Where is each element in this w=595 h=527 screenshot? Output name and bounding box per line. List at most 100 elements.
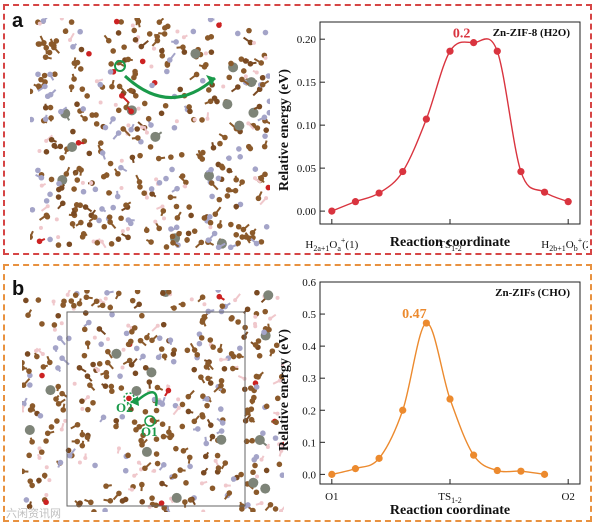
atom xyxy=(48,424,55,430)
atom xyxy=(111,348,122,359)
atom xyxy=(125,217,132,223)
atom xyxy=(82,116,88,122)
atom xyxy=(211,95,218,101)
atom xyxy=(126,395,132,402)
atom xyxy=(47,191,53,198)
atom xyxy=(83,294,90,301)
atom xyxy=(258,60,265,66)
atom xyxy=(178,151,185,158)
atom xyxy=(171,492,182,503)
atom xyxy=(129,297,136,304)
atom xyxy=(160,433,167,440)
atom xyxy=(195,426,201,432)
atom xyxy=(109,311,115,318)
atom xyxy=(160,204,165,209)
atom xyxy=(142,408,149,415)
atom xyxy=(42,116,49,122)
atom xyxy=(126,323,131,328)
atom xyxy=(212,211,219,217)
atom xyxy=(166,429,172,435)
atom xyxy=(37,412,44,419)
atom xyxy=(44,138,49,143)
atom xyxy=(96,217,102,224)
o2-site-marker xyxy=(123,392,135,404)
watermark-text: 六闲资讯网 xyxy=(6,507,61,520)
y-tick-label: 0.4 xyxy=(302,341,316,353)
atom xyxy=(107,160,114,167)
atom xyxy=(118,215,124,222)
atom xyxy=(36,41,43,47)
atom xyxy=(102,124,109,131)
atom xyxy=(158,500,165,506)
data-point xyxy=(328,207,336,215)
atom xyxy=(166,384,171,389)
atom xyxy=(149,495,155,501)
atom xyxy=(107,69,114,75)
atom xyxy=(210,344,216,350)
atom xyxy=(22,401,27,407)
atom xyxy=(57,143,64,150)
atom xyxy=(228,316,235,322)
atom xyxy=(125,452,131,459)
y-tick-label: 0.2 xyxy=(302,405,316,417)
atom xyxy=(141,100,148,107)
atom xyxy=(23,497,30,503)
atom xyxy=(256,103,263,110)
atom xyxy=(105,37,112,44)
atom xyxy=(261,114,268,121)
data-point xyxy=(540,188,549,196)
atom xyxy=(59,390,65,397)
data-point xyxy=(399,167,407,176)
atom xyxy=(88,499,94,506)
atom xyxy=(37,455,42,460)
atom xyxy=(110,48,116,54)
y-tick-label: 0.3 xyxy=(302,373,316,385)
atom xyxy=(248,477,259,488)
atom xyxy=(187,497,194,503)
y-tick-label: 0.0 xyxy=(302,469,316,481)
atom xyxy=(228,60,234,67)
atom xyxy=(179,401,186,408)
atom xyxy=(84,93,90,99)
atom xyxy=(125,56,131,63)
atom xyxy=(25,312,31,319)
atom xyxy=(35,167,41,174)
atom xyxy=(229,365,236,372)
atom xyxy=(163,244,170,250)
atom xyxy=(145,115,152,122)
atom xyxy=(164,62,171,68)
atom xyxy=(246,77,257,88)
atom xyxy=(98,100,103,105)
atom xyxy=(79,234,86,240)
atom xyxy=(102,507,108,512)
atom xyxy=(59,321,64,326)
atom xyxy=(142,465,148,472)
atom xyxy=(55,312,62,319)
atom xyxy=(120,126,127,132)
atom xyxy=(89,181,94,186)
atom xyxy=(126,357,133,364)
atom xyxy=(238,471,244,478)
atom xyxy=(109,83,115,90)
structure-image-a xyxy=(30,18,270,250)
atom xyxy=(199,481,204,486)
atom xyxy=(161,353,168,359)
atom xyxy=(182,499,188,505)
y-axis-title: Relative energy (eV) xyxy=(277,329,292,451)
atom xyxy=(192,117,197,122)
atom xyxy=(96,361,103,367)
atom xyxy=(115,107,122,114)
atom xyxy=(185,230,192,237)
atom xyxy=(256,353,263,359)
atom xyxy=(86,395,91,400)
atom xyxy=(162,25,168,31)
atom xyxy=(56,235,61,240)
site-marker xyxy=(114,60,126,72)
atom xyxy=(48,115,54,121)
atom xyxy=(277,378,282,383)
atom xyxy=(251,394,257,401)
atom xyxy=(279,448,284,453)
atom xyxy=(162,102,169,109)
x-tick-label: O2 xyxy=(561,491,574,503)
atom xyxy=(218,163,225,170)
